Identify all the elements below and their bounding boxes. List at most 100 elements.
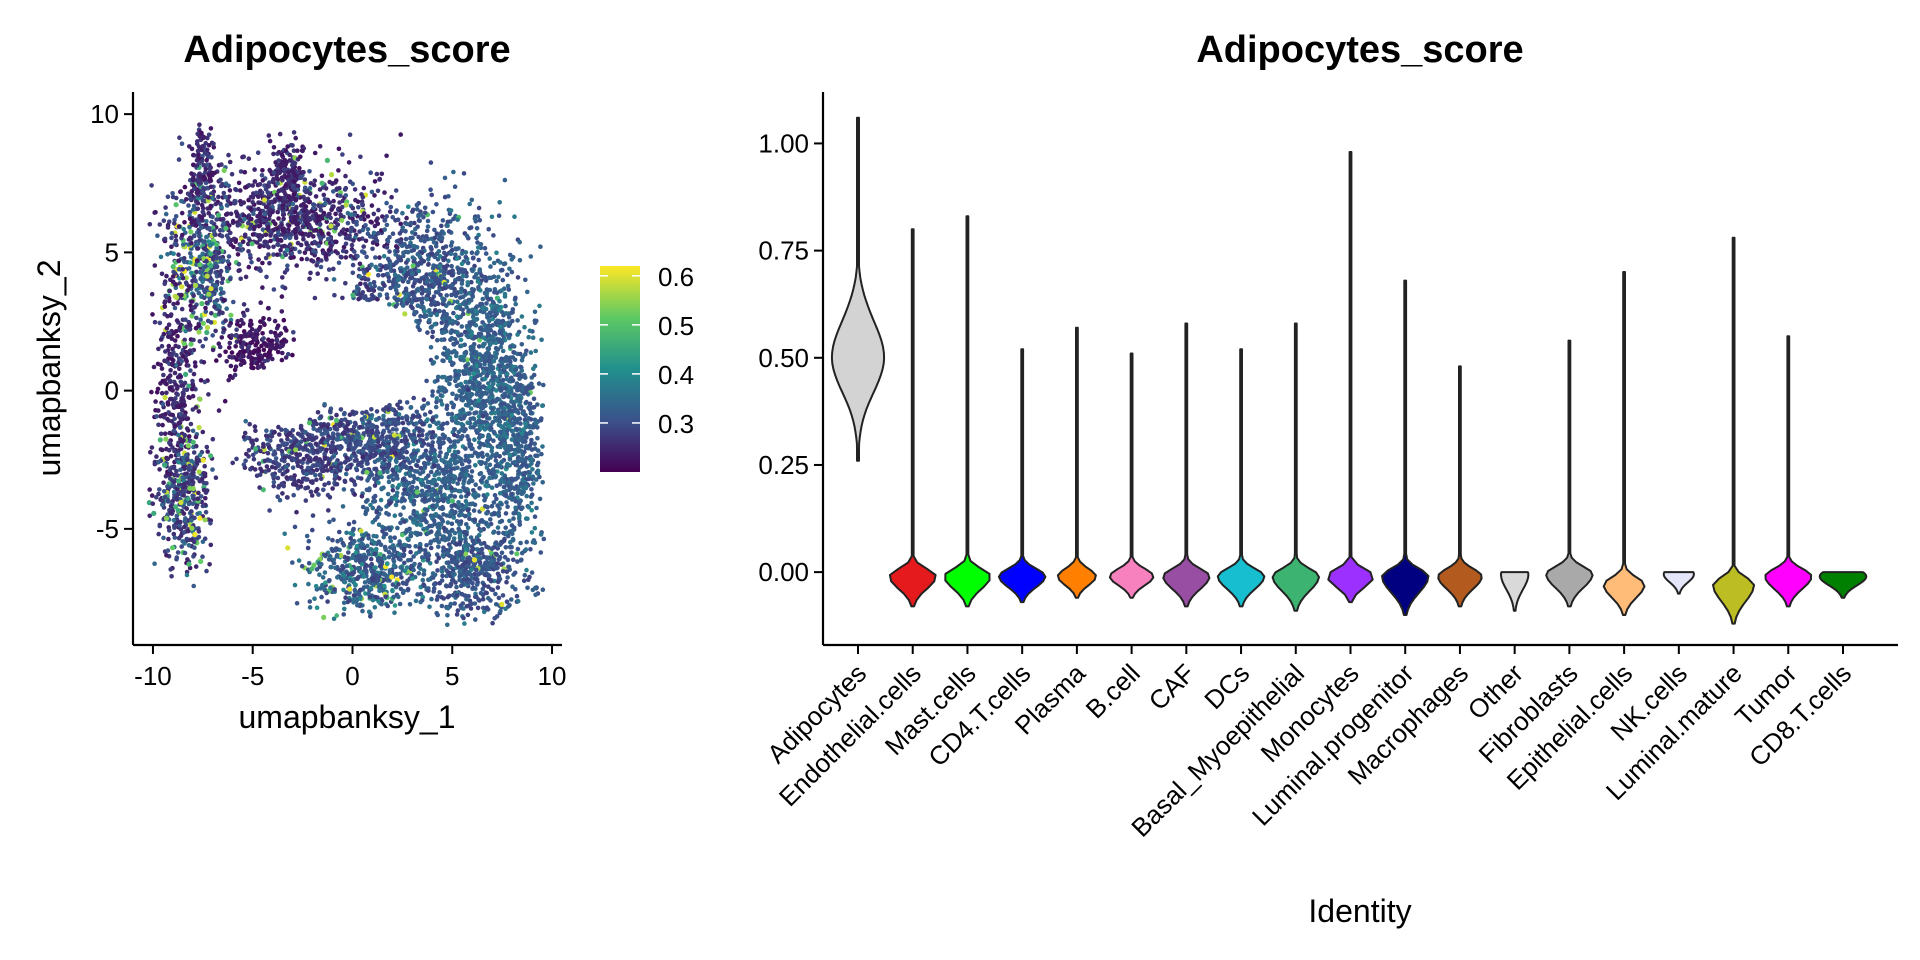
umap-point bbox=[444, 293, 450, 298]
umap-point bbox=[484, 291, 490, 296]
umap-point bbox=[360, 504, 366, 510]
umap-point bbox=[425, 218, 431, 224]
umap-point bbox=[236, 268, 241, 274]
umap-point bbox=[152, 210, 157, 215]
umap-point bbox=[186, 394, 191, 400]
umap-point bbox=[152, 561, 157, 566]
umap-point bbox=[171, 301, 176, 307]
umap-point bbox=[518, 404, 524, 410]
umap-point bbox=[172, 241, 178, 247]
umap-point bbox=[444, 403, 450, 409]
umap-point bbox=[236, 247, 242, 252]
umap-point bbox=[477, 337, 483, 343]
umap-point bbox=[158, 254, 164, 260]
umap-point bbox=[468, 225, 474, 230]
umap-point bbox=[448, 510, 453, 515]
umap-point bbox=[447, 376, 453, 382]
umap-point bbox=[257, 211, 263, 217]
umap-point bbox=[206, 210, 211, 216]
umap-point bbox=[169, 353, 175, 358]
umap-point bbox=[250, 183, 255, 188]
umap-point bbox=[531, 405, 537, 410]
umap-point bbox=[163, 205, 168, 210]
umap-point bbox=[160, 498, 165, 504]
umap-point bbox=[306, 217, 312, 222]
umap-point bbox=[175, 392, 180, 397]
umap-point bbox=[336, 168, 341, 173]
umap-point bbox=[176, 344, 181, 350]
umap-point bbox=[210, 214, 215, 220]
umap-point bbox=[536, 381, 542, 386]
umap-point bbox=[501, 312, 506, 318]
umap-point bbox=[331, 266, 336, 272]
umap-point bbox=[250, 232, 256, 237]
umap-point bbox=[451, 342, 457, 347]
umap-point bbox=[513, 295, 518, 301]
umap-point bbox=[154, 390, 160, 395]
umap-point bbox=[460, 273, 466, 279]
umap-point bbox=[378, 507, 384, 512]
umap-point bbox=[308, 181, 314, 186]
umap-point bbox=[180, 539, 185, 544]
umap-point bbox=[447, 513, 453, 519]
umap-point bbox=[505, 394, 511, 399]
umap-point bbox=[174, 513, 180, 519]
umap-point bbox=[465, 280, 471, 285]
umap-point bbox=[214, 256, 219, 261]
umap-point bbox=[446, 448, 452, 454]
umap-point bbox=[184, 572, 190, 578]
umap-point bbox=[348, 229, 354, 234]
umap-point bbox=[381, 253, 387, 259]
umap-point bbox=[500, 348, 506, 354]
umap-point bbox=[266, 133, 272, 138]
umap-point bbox=[241, 154, 246, 159]
umap-point bbox=[169, 235, 174, 241]
umap-point bbox=[441, 270, 447, 275]
umap-point bbox=[250, 200, 255, 205]
umap-point bbox=[196, 290, 202, 296]
umap-point bbox=[216, 250, 222, 255]
umap-point bbox=[449, 485, 454, 491]
umap-point bbox=[197, 452, 203, 458]
umap-point bbox=[509, 399, 514, 404]
umap-point bbox=[343, 202, 349, 208]
umap-point bbox=[530, 467, 535, 472]
umap-point bbox=[478, 461, 484, 467]
umap-point bbox=[156, 491, 161, 497]
umap-point bbox=[484, 301, 489, 306]
umap-point bbox=[432, 451, 438, 457]
umap-point bbox=[491, 381, 496, 387]
umap-point bbox=[163, 436, 169, 442]
umap-point bbox=[491, 233, 496, 238]
umap-point bbox=[274, 252, 280, 257]
umap-point bbox=[522, 417, 528, 423]
umap-point bbox=[459, 324, 465, 329]
umap-point bbox=[415, 592, 420, 597]
umap-point bbox=[181, 391, 186, 396]
umap-point bbox=[470, 289, 476, 295]
umap-point bbox=[376, 480, 381, 486]
umap-point bbox=[491, 438, 496, 444]
umap-point bbox=[177, 366, 182, 372]
umap-point bbox=[214, 217, 219, 222]
umap-point bbox=[174, 318, 180, 323]
umap-point bbox=[449, 263, 454, 269]
umap-point bbox=[268, 229, 273, 234]
umap-point bbox=[458, 337, 464, 343]
umap-point bbox=[317, 144, 323, 149]
umap-point bbox=[473, 482, 479, 488]
umap-point bbox=[185, 480, 190, 485]
umap-point bbox=[513, 510, 518, 516]
umap-point bbox=[449, 498, 455, 504]
umap-point bbox=[507, 404, 513, 410]
umap-point bbox=[384, 292, 390, 297]
umap-point bbox=[161, 535, 166, 541]
umap-point bbox=[319, 231, 325, 236]
umap-point bbox=[196, 469, 202, 475]
umap-point bbox=[408, 220, 414, 226]
umap-point bbox=[433, 482, 438, 488]
umap-point bbox=[488, 426, 494, 431]
umap-point bbox=[439, 402, 445, 407]
umap-point bbox=[442, 386, 447, 392]
